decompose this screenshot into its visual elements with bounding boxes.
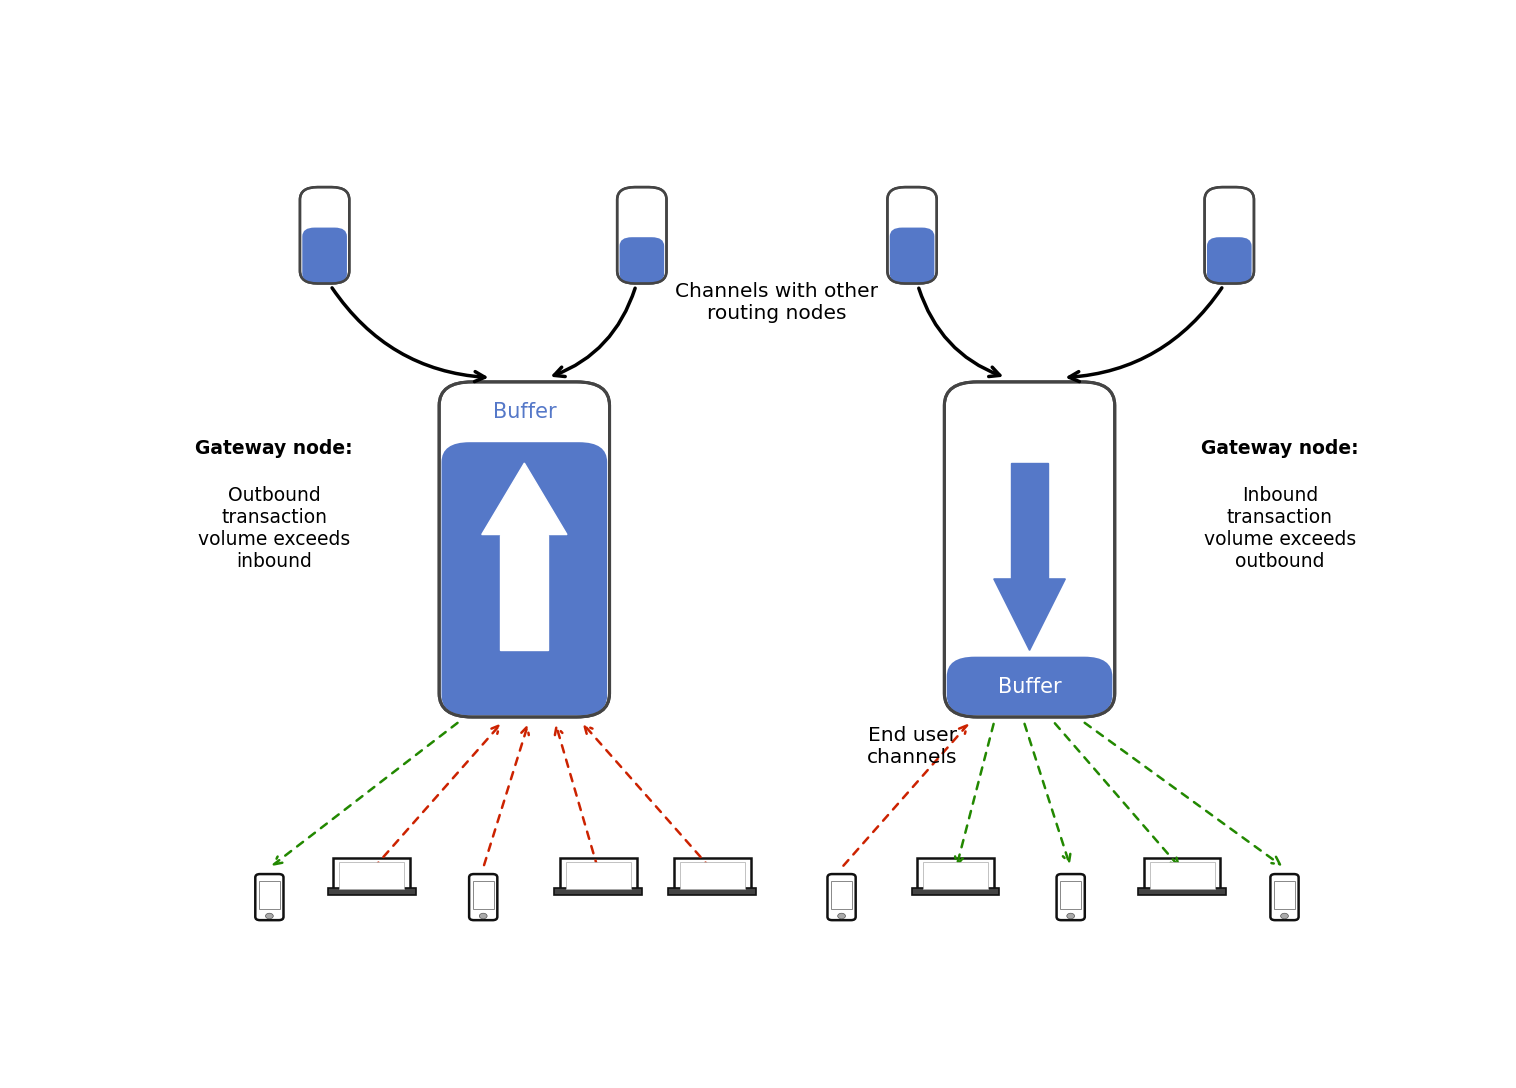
Polygon shape: [1011, 463, 1048, 579]
Text: Gateway node:: Gateway node:: [196, 440, 353, 458]
FancyBboxPatch shape: [440, 382, 609, 717]
FancyBboxPatch shape: [828, 874, 855, 920]
Polygon shape: [482, 463, 567, 534]
FancyBboxPatch shape: [946, 657, 1113, 715]
FancyBboxPatch shape: [944, 382, 1114, 717]
Bar: [675, 857, 750, 893]
Bar: [1151, 862, 1214, 889]
Circle shape: [1067, 913, 1075, 918]
Bar: [327, 889, 415, 895]
FancyBboxPatch shape: [300, 187, 349, 284]
FancyBboxPatch shape: [441, 442, 608, 715]
FancyBboxPatch shape: [255, 874, 283, 920]
Circle shape: [479, 913, 487, 918]
Bar: [923, 862, 988, 889]
Circle shape: [1281, 913, 1289, 918]
Circle shape: [838, 913, 846, 918]
FancyBboxPatch shape: [1057, 874, 1085, 920]
Bar: [669, 889, 756, 895]
Bar: [1060, 881, 1081, 908]
Text: Inbound
transaction
volume exceeds
outbound: Inbound transaction volume exceeds outbo…: [1204, 486, 1355, 571]
Circle shape: [265, 913, 273, 918]
Bar: [259, 881, 280, 908]
Bar: [565, 862, 631, 889]
Bar: [561, 857, 637, 893]
Bar: [1273, 881, 1295, 908]
Text: Buffer: Buffer: [998, 677, 1061, 696]
Bar: [555, 889, 643, 895]
Text: Gateway node:: Gateway node:: [1201, 440, 1358, 458]
Bar: [473, 881, 494, 908]
Bar: [1139, 889, 1226, 895]
FancyBboxPatch shape: [617, 187, 667, 284]
Text: Buffer: Buffer: [493, 403, 556, 422]
FancyBboxPatch shape: [887, 187, 937, 284]
Bar: [831, 881, 852, 908]
FancyBboxPatch shape: [890, 227, 934, 283]
FancyBboxPatch shape: [302, 227, 347, 283]
Text: End user
channels: End user channels: [867, 726, 957, 767]
Bar: [340, 862, 403, 889]
Text: Outbound
transaction
volume exceeds
inbound: Outbound transaction volume exceeds inbo…: [199, 486, 350, 571]
FancyBboxPatch shape: [1270, 874, 1299, 920]
Bar: [334, 857, 409, 893]
Polygon shape: [500, 534, 549, 650]
Polygon shape: [994, 579, 1066, 651]
Bar: [911, 889, 999, 895]
FancyBboxPatch shape: [1205, 187, 1254, 284]
Bar: [917, 857, 993, 893]
Bar: [681, 862, 744, 889]
FancyBboxPatch shape: [468, 874, 497, 920]
FancyBboxPatch shape: [620, 237, 664, 283]
Text: Channels with other
routing nodes: Channels with other routing nodes: [676, 282, 878, 323]
FancyBboxPatch shape: [1207, 237, 1252, 283]
Bar: [1145, 857, 1220, 893]
